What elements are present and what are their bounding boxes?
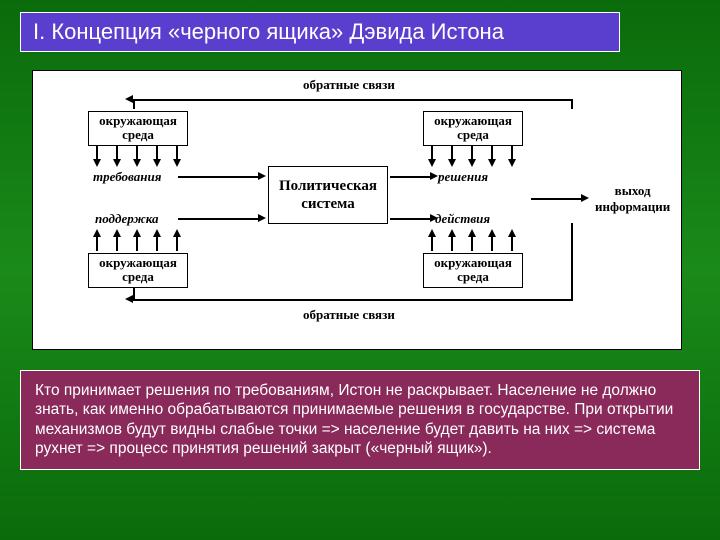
- feedback-top-drop-r: [571, 99, 573, 109]
- feedback-bot-drop-l: [133, 287, 135, 299]
- feedback-top-drop-l: [133, 99, 135, 109]
- output-label: выход информации: [595, 183, 670, 215]
- arrow-demands-line: [178, 176, 258, 178]
- arrow-support-head: [258, 214, 266, 222]
- arrows-up-bl: [93, 229, 183, 251]
- center-box: Политическая система: [268, 166, 388, 224]
- env-top-left: окружающая среда: [88, 111, 188, 146]
- feedback-top-arrow-l: [125, 95, 133, 103]
- feedback-bot-line: [133, 299, 573, 301]
- feedback-bot-label: обратные связи: [303, 307, 395, 323]
- feedback-bot-drop-r: [571, 223, 573, 299]
- arrows-down-tl: [93, 145, 183, 167]
- title-box: I. Концепция «черного ящика» Дэвида Исто…: [20, 12, 620, 52]
- arrow-decisions-line: [390, 176, 430, 178]
- arrow-demands-head: [258, 172, 266, 180]
- arrows-down-tr: [428, 145, 518, 167]
- arrow-decisions-head: [430, 172, 438, 180]
- arrow-actions-line: [390, 218, 430, 220]
- demands-label: требования: [93, 169, 161, 185]
- description-text: Кто принимает решения по требованиям, Ис…: [35, 382, 673, 457]
- description-box: Кто принимает решения по требованиям, Ис…: [20, 370, 700, 470]
- arrows-up-br: [428, 229, 518, 251]
- arrow-actions-head: [430, 214, 438, 222]
- feedback-bot-arrow-l: [125, 295, 133, 303]
- env-top-right: окружающая среда: [423, 111, 523, 146]
- env-bottom-left: окружающая среда: [88, 253, 188, 288]
- env-bottom-right: окружающая среда: [423, 253, 523, 288]
- feedback-top-label: обратные связи: [303, 77, 395, 93]
- support-label: поддержка: [95, 211, 159, 227]
- actions-label: действия: [435, 211, 490, 227]
- feedback-top-line: [133, 99, 573, 101]
- easton-diagram: обратные связи окружающая среда окружающ…: [32, 70, 682, 350]
- arrow-output-head: [581, 194, 589, 202]
- arrow-output-line: [531, 198, 581, 200]
- decisions-label: решения: [438, 169, 488, 185]
- title-text: I. Концепция «черного ящика» Дэвида Исто…: [33, 19, 504, 44]
- arrow-support-line: [178, 218, 258, 220]
